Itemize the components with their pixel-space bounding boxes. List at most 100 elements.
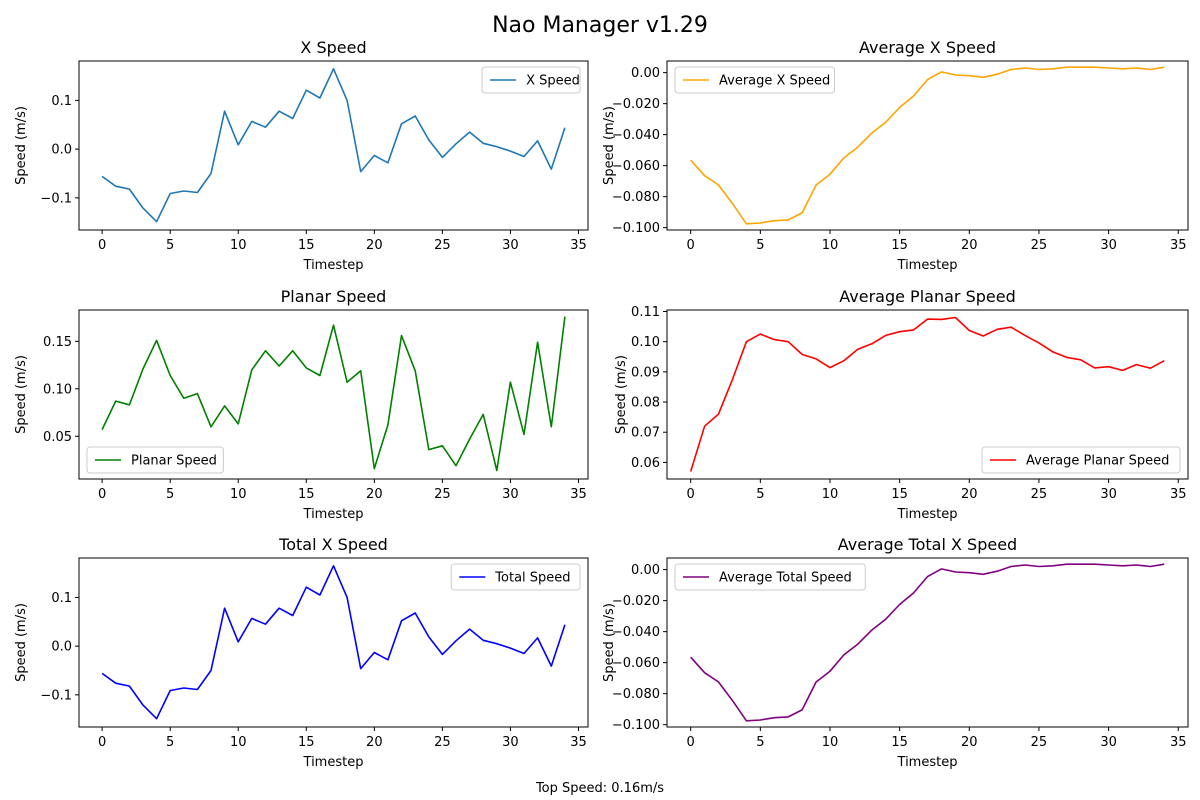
y-axis-label: Speed (m/s)	[602, 106, 617, 185]
x-tick-label: 5	[756, 238, 764, 253]
x-tick-label: 20	[366, 735, 383, 750]
x-tick-label: 20	[366, 487, 383, 502]
x-tick-label: 35	[1170, 487, 1187, 502]
y-tick-label: 0.00	[631, 563, 660, 578]
planar-speed-panel: Planar Speed 0 5 10 15 20 25 30 35 0.05 0.10 0.15 Ti…	[14, 287, 589, 522]
panel-title: X Speed	[300, 38, 366, 57]
panel-title: Average Total X Speed	[838, 535, 1017, 554]
x-tick-label: 15	[298, 487, 315, 502]
legend-label: Average X Speed	[719, 74, 830, 89]
y-tick-label: −0.100	[612, 718, 660, 733]
y-tick-label: 0.00	[631, 66, 660, 81]
x-tick-label: 5	[166, 238, 174, 253]
y-axis-label: Speed (m/s)	[614, 355, 629, 434]
x-tick-label: 25	[1031, 238, 1048, 253]
legend: X Speed	[481, 66, 581, 94]
x-axis-label: Timestep	[303, 755, 364, 770]
x-axis-label: Timestep	[303, 258, 364, 273]
y-tick-label: −0.1	[40, 688, 72, 703]
x-tick-label: 20	[961, 487, 978, 502]
x-axis-label: Timestep	[303, 507, 364, 522]
legend-label: Planar Speed	[131, 454, 217, 469]
y-tick-label: −0.040	[612, 128, 660, 143]
panel-title: Planar Speed	[281, 287, 387, 306]
x-tick-label: 25	[434, 735, 451, 750]
x-tick-label: 15	[891, 238, 908, 253]
series-line	[101, 316, 566, 472]
x-tick-label: 0	[98, 238, 106, 253]
y-tick-label: 0.0	[51, 640, 72, 655]
y-tick-label: 0.09	[631, 365, 660, 380]
legend-box	[981, 446, 1181, 474]
x-tick-label: 25	[434, 238, 451, 253]
x-tick-label: 10	[230, 238, 247, 253]
plot-frame	[666, 60, 1189, 231]
y-tick-label: −0.060	[612, 656, 660, 671]
y-tick-label: 0.05	[43, 430, 72, 445]
x-axis-label: Timestep	[897, 258, 958, 273]
x-tick-label: 30	[502, 238, 519, 253]
y-axis-label: Speed (m/s)	[14, 603, 29, 682]
figure-title: Nao Manager v1.29	[492, 13, 708, 38]
x-tick-label: 10	[822, 735, 839, 750]
x-axis-label: Timestep	[897, 755, 958, 770]
y-axis-label: Speed (m/s)	[602, 603, 617, 682]
panel-title: Average X Speed	[859, 38, 996, 57]
legend-box	[86, 446, 224, 474]
x-tick-label: 20	[366, 238, 383, 253]
top-speed-footer: Top Speed: 0.16m/s	[535, 781, 664, 796]
x-tick-label: 20	[961, 238, 978, 253]
y-tick-label: 0.08	[631, 396, 660, 411]
y-tick-label: −0.1	[40, 191, 72, 206]
legend: Average Total Speed	[674, 563, 866, 591]
y-axis-label: Speed (m/s)	[14, 106, 29, 185]
y-tick-label: −0.080	[612, 190, 660, 205]
y-axis-label: Speed (m/s)	[14, 355, 29, 434]
y-tick-label: −0.040	[612, 625, 660, 640]
x-tick-label: 0	[687, 487, 695, 502]
plot-frame	[78, 309, 589, 480]
x-tick-label: 25	[1031, 487, 1048, 502]
x-tick-label: 25	[1031, 735, 1048, 750]
x-tick-label: 10	[822, 487, 839, 502]
legend-label: X Speed	[526, 74, 580, 89]
legend-box	[481, 66, 581, 94]
x-tick-label: 5	[756, 735, 764, 750]
x-tick-label: 30	[1100, 238, 1117, 253]
y-tick-label: 0.07	[631, 426, 660, 441]
panel-title: Total X Speed	[278, 535, 388, 554]
panel-title: Average Planar Speed	[839, 287, 1015, 306]
x-tick-label: 0	[687, 238, 695, 253]
y-tick-label: −0.020	[612, 97, 660, 112]
y-tick-label: 0.15	[43, 335, 72, 350]
x-tick-label: 0	[98, 487, 106, 502]
y-tick-label: 0.10	[43, 382, 72, 397]
x-tick-label: 15	[891, 735, 908, 750]
series-line	[690, 66, 1165, 225]
x-tick-label: 20	[961, 735, 978, 750]
x-tick-label: 5	[756, 487, 764, 502]
x-tick-label: 0	[98, 735, 106, 750]
legend-label: Average Total Speed	[719, 571, 852, 586]
average-total-x-speed-panel: Average Total X Speed 0 5 10 15 20 25 30 35 −0.10…	[602, 535, 1189, 770]
x-axis-label: Timestep	[897, 507, 958, 522]
x-tick-label: 15	[298, 735, 315, 750]
y-tick-label: −0.100	[612, 221, 660, 236]
x-tick-label: 25	[434, 487, 451, 502]
x-tick-label: 30	[1100, 735, 1117, 750]
plot-frame	[666, 309, 1189, 480]
x-tick-label: 35	[1170, 735, 1187, 750]
average-x-speed-panel: Average X Speed 0 5 10 15 20 25 30 35 −0.100 −0.08…	[602, 38, 1189, 273]
y-tick-label: 0.10	[631, 335, 660, 350]
legend: Total Speed	[450, 563, 581, 591]
legend-label: Total Speed	[494, 571, 570, 586]
x-tick-label: 15	[298, 238, 315, 253]
y-tick-label: 0.1	[51, 591, 72, 606]
x-tick-label: 10	[822, 238, 839, 253]
legend: Average Planar Speed	[981, 446, 1181, 474]
x-tick-label: 30	[1100, 487, 1117, 502]
x-tick-label: 5	[166, 487, 174, 502]
x-speed-panel: X Speed 0 5 10 15 20 25 30 35 −0.1 0.0 0.1 Timestep S…	[14, 38, 589, 273]
x-tick-label: 5	[166, 735, 174, 750]
